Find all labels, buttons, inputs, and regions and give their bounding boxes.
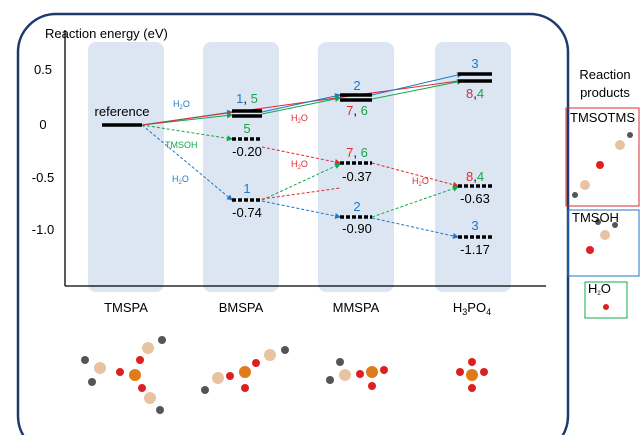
- t: 4: [486, 307, 491, 317]
- level-energy: -0.90: [342, 221, 372, 236]
- y-ticks: 0.5 0 -0.5 -1.0: [32, 62, 54, 237]
- annotation: H2O: [291, 113, 308, 125]
- t: H: [453, 300, 462, 315]
- t: 7: [346, 103, 353, 118]
- t: 4: [477, 169, 484, 184]
- annotation: H2O: [291, 159, 308, 171]
- t: 6: [361, 145, 368, 160]
- y-axis-title: Reaction energy (eV): [45, 26, 168, 41]
- t: ,: [353, 145, 360, 160]
- t: ,: [243, 91, 250, 106]
- y-tick: -1.0: [32, 222, 54, 237]
- products: Reaction products TMSOTMS TMSOH H2O: [566, 67, 639, 318]
- annotation: H2O: [173, 99, 190, 111]
- level-tag: 2: [353, 199, 360, 214]
- level-energy: -0.63: [460, 191, 490, 206]
- y-tick: 0.5: [34, 62, 52, 77]
- product-label: TMSOH: [572, 210, 619, 225]
- t: O: [182, 174, 189, 184]
- annotation: H2O: [412, 176, 429, 188]
- products-title: Reaction: [579, 67, 630, 82]
- level-tag: 1, 5: [236, 91, 258, 106]
- t: O: [301, 113, 308, 123]
- level-tag: 5: [243, 121, 250, 136]
- t: O: [183, 99, 190, 109]
- t: 7: [346, 145, 353, 160]
- arrows: [142, 74, 465, 237]
- level-tag: 8,4: [466, 169, 484, 184]
- reference-label: reference: [95, 104, 150, 119]
- products-title: products: [580, 85, 630, 100]
- level-energy: -0.37: [342, 169, 372, 184]
- level-tag: 8,4: [466, 86, 484, 101]
- diagram: Reaction energy (eV) 0.5 0 -0.5 -1.0 TMS…: [0, 0, 641, 435]
- t: 8: [466, 86, 473, 101]
- level-tag: 2: [353, 78, 360, 93]
- column-label: MMSPA: [333, 300, 380, 315]
- annotation: H2O: [172, 174, 189, 186]
- level-tag: 3: [471, 218, 478, 233]
- t: O: [601, 281, 611, 296]
- t: O: [301, 159, 308, 169]
- t: ,: [353, 103, 360, 118]
- y-tick: 0: [39, 117, 46, 132]
- level-tag: 7, 6: [346, 145, 368, 160]
- level-tag: 3: [471, 56, 478, 71]
- t: 6: [361, 103, 368, 118]
- t: PO: [467, 300, 486, 315]
- level-tag: 7, 6: [346, 103, 368, 118]
- product-label: TMSOTMS: [570, 110, 635, 125]
- column-label: BMSPA: [219, 300, 264, 315]
- level-energy: -0.20: [232, 144, 262, 159]
- t: 4: [477, 86, 484, 101]
- column-label: TMSPA: [104, 300, 148, 315]
- t: 5: [251, 91, 258, 106]
- t: 8: [466, 169, 473, 184]
- t: O: [422, 176, 429, 186]
- level-energy: -1.17: [460, 242, 490, 257]
- level-energy: -0.74: [232, 205, 262, 220]
- level-tag: 1: [243, 181, 250, 196]
- y-tick: -0.5: [32, 170, 54, 185]
- annotation: TMSOH: [165, 140, 198, 150]
- t: H: [588, 281, 597, 296]
- column-labels: TMSPA BMSPA MMSPA H3PO4: [104, 300, 491, 317]
- t: 1: [236, 91, 243, 106]
- column-label: H3PO4: [453, 300, 491, 317]
- product-label: H2O: [588, 281, 611, 297]
